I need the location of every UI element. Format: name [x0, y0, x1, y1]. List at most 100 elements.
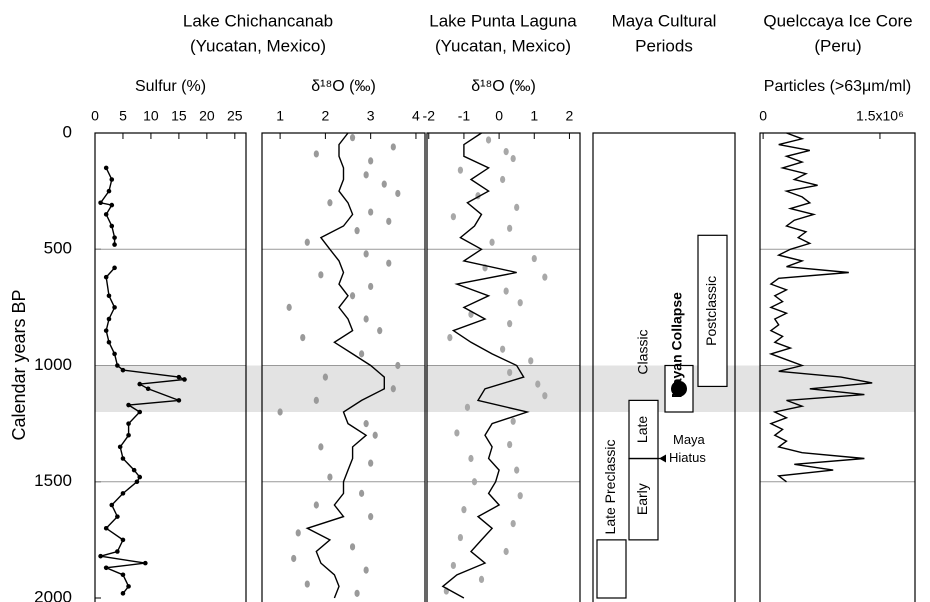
data-point [106, 293, 112, 299]
data-point [112, 305, 117, 310]
data-point [103, 565, 109, 571]
scatter-point [377, 327, 383, 335]
scatter-point [322, 373, 328, 381]
scatter-point [363, 566, 369, 574]
scatter-point [300, 334, 306, 342]
scatter-point [510, 520, 516, 528]
scatter-point [517, 299, 523, 307]
x-tick-label: 5 [119, 108, 127, 124]
period-label: Late Preclassic [602, 440, 618, 535]
data-point [176, 374, 182, 380]
data-point [103, 274, 109, 280]
scatter-point [386, 259, 392, 267]
x-axis-title: Particles (>63μm/ml) [764, 78, 911, 95]
data-point [137, 474, 143, 480]
scatter-point [291, 554, 297, 563]
scatter-point [507, 368, 513, 377]
y-axis-title: Calendar years BP [9, 289, 29, 440]
panel-header: (Yucatan, Mexico) [190, 36, 326, 55]
data-point [109, 177, 115, 182]
data-point [115, 363, 120, 368]
y-tick-label: 1000 [34, 355, 72, 374]
data-point [106, 188, 112, 194]
x-tick-label: 1 [530, 108, 538, 124]
scatter-point [313, 501, 319, 509]
panel-frame [94, 132, 247, 602]
scatter-point [327, 473, 333, 481]
x-tick-label: 15 [171, 108, 187, 124]
data-point [126, 402, 131, 408]
x-tick-label: 0 [759, 108, 767, 124]
panel-frame [426, 132, 581, 602]
scatter-point [461, 506, 467, 514]
panel-frame [261, 132, 426, 602]
data-point [126, 432, 131, 438]
data-point [109, 223, 115, 229]
hiatus-label: Hiatus [669, 450, 706, 465]
data-point [120, 456, 126, 461]
scatter-point [295, 529, 301, 537]
panel-header: Lake Punta Laguna [429, 11, 577, 30]
scatter-point [286, 303, 292, 311]
panel-header: (Peru) [814, 36, 861, 55]
scatter-point [457, 533, 464, 542]
x-tick-label: 4 [412, 108, 420, 124]
x-axis-title: δ¹⁸O (‰) [471, 78, 536, 95]
scatter-point [363, 250, 369, 258]
scatter-point [542, 273, 548, 281]
data-point [112, 242, 117, 247]
scatter-point [313, 396, 319, 404]
scatter-point [450, 213, 456, 221]
collapse-label: Mayan Collapse [669, 292, 685, 398]
scatter-point [478, 575, 485, 584]
data-point [117, 444, 123, 450]
data-point [120, 591, 126, 596]
scatter-point [457, 166, 464, 174]
period-box [596, 539, 627, 599]
x-tick-label: 25 [227, 108, 243, 124]
data-point [137, 409, 143, 415]
data-point [120, 537, 126, 543]
panel-header: (Yucatan, Mexico) [435, 36, 571, 55]
scatter-point [507, 440, 513, 449]
period-label: Early [634, 483, 650, 515]
x-axis-title: Sulfur (%) [135, 78, 206, 95]
scatter-point [464, 403, 471, 411]
data-point [106, 316, 112, 322]
scatter-point [368, 208, 374, 216]
highlight-band [95, 365, 915, 412]
data-point [109, 502, 115, 508]
panel-frame [592, 132, 736, 602]
data-point [126, 584, 131, 589]
scatter-point [359, 350, 365, 358]
panel-header: Maya Cultural [612, 11, 717, 30]
data-line [441, 132, 530, 599]
x-tick-label: 2 [321, 108, 329, 124]
data-point [145, 386, 151, 392]
data-point [98, 200, 103, 206]
scatter-point [313, 150, 319, 158]
scatter-point [390, 385, 396, 393]
data-point [126, 421, 131, 426]
x-tick-label: 3 [367, 108, 375, 124]
panel-frame [759, 132, 916, 602]
data-point [120, 572, 126, 578]
scatter-point [363, 171, 369, 179]
data-point [103, 328, 109, 333]
panel-header: Quelccaya Ice Core [763, 11, 912, 30]
scatter-point [368, 157, 374, 165]
scatter-point [507, 320, 513, 328]
scatter-point [327, 199, 333, 207]
x-tick-label: 20 [199, 108, 215, 124]
data-point [120, 367, 126, 373]
period-label: Classic [635, 329, 651, 374]
x-axis-title: δ¹⁸O (‰) [311, 78, 376, 95]
x-tick-label: 10 [143, 108, 159, 124]
scatter-point [503, 547, 509, 556]
scatter-point [372, 431, 378, 439]
panel-header: Periods [635, 36, 693, 55]
data-point [109, 202, 115, 208]
data-point [103, 525, 109, 531]
scatter-point [500, 175, 506, 184]
